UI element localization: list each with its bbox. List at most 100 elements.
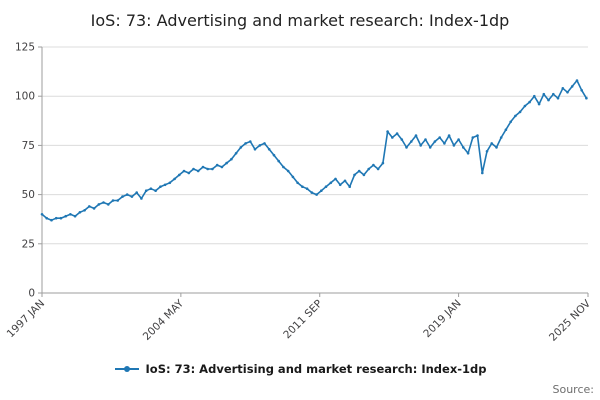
data-point [457, 138, 460, 141]
data-point [192, 167, 195, 171]
data-point [433, 140, 437, 143]
data-point [64, 214, 67, 218]
data-point [107, 203, 110, 206]
data-point [144, 189, 148, 192]
data-point [154, 189, 157, 192]
data-point [78, 211, 82, 214]
data-point [528, 100, 531, 104]
data-point [239, 146, 243, 149]
data-point [315, 193, 318, 196]
data-point [410, 140, 413, 143]
data-point [83, 209, 86, 212]
data-point [485, 150, 489, 153]
series-line [41, 79, 588, 221]
data-point [258, 144, 262, 147]
data-point [414, 134, 418, 137]
data-point [499, 136, 503, 139]
data-point [272, 153, 276, 157]
data-point [45, 216, 48, 220]
legend-label: IoS: 73: Advertising and market research… [145, 362, 487, 376]
y-axis-tick-label: 25 [22, 238, 35, 250]
data-point [386, 130, 389, 133]
data-point [249, 140, 252, 143]
data-point [400, 138, 404, 141]
data-point [320, 189, 323, 192]
data-point [419, 144, 423, 147]
data-point [405, 146, 408, 149]
data-point [73, 214, 77, 218]
data-point [263, 142, 266, 145]
data-point [533, 94, 536, 98]
x-axis-tick-label: 2011 SEP [281, 298, 325, 342]
data-point [424, 138, 427, 141]
source-label: Source: [552, 383, 595, 396]
data-point [324, 185, 328, 188]
data-point [537, 102, 541, 106]
data-point [40, 213, 44, 216]
data-point [225, 161, 228, 165]
data-point [111, 199, 115, 202]
data-point [140, 197, 143, 200]
data-point [301, 185, 304, 188]
data-point [580, 89, 583, 92]
data-point [471, 136, 475, 139]
data-point [182, 169, 186, 173]
data-point [282, 165, 285, 169]
data-point [149, 187, 153, 190]
data-point [428, 146, 432, 149]
data-point [59, 216, 63, 220]
data-point [329, 181, 333, 185]
data-point [244, 142, 247, 145]
data-point [447, 134, 451, 137]
data-point [130, 195, 134, 198]
data-point [509, 120, 512, 124]
data-point [334, 177, 337, 181]
data-point [353, 173, 356, 177]
data-point [504, 128, 508, 131]
data-point [305, 187, 309, 190]
data-point [476, 134, 479, 137]
data-point [367, 167, 371, 171]
data-point [362, 173, 366, 177]
data-point [338, 183, 342, 187]
data-point [135, 191, 138, 194]
data-point [443, 142, 446, 145]
data-point [566, 91, 569, 94]
data-point [206, 167, 209, 171]
x-axis-tick-label: 1997 JAN [5, 298, 47, 340]
data-point [575, 79, 579, 82]
data-point [372, 163, 375, 167]
data-point [159, 185, 162, 188]
data-point [481, 171, 484, 175]
data-point [234, 152, 238, 155]
data-point [88, 205, 91, 208]
data-point [296, 181, 299, 185]
data-point [391, 136, 394, 139]
data-point [381, 161, 385, 165]
data-point [357, 169, 361, 173]
data-point [116, 199, 119, 202]
data-point [253, 148, 257, 151]
data-point [542, 92, 546, 96]
data-point [178, 173, 181, 177]
legend: IoS: 73: Advertising and market research… [0, 362, 600, 376]
data-point [585, 96, 588, 100]
data-point [552, 92, 555, 96]
data-point [69, 213, 72, 216]
data-point [376, 167, 380, 171]
chart-title: IoS: 73: Advertising and market research… [90, 11, 510, 30]
data-point [187, 171, 191, 175]
legend-marker-icon [114, 366, 139, 372]
data-point [495, 146, 498, 149]
data-point [547, 98, 550, 102]
y-axis-tick-label: 50 [22, 189, 35, 201]
data-point [518, 110, 522, 114]
data-point [291, 175, 295, 179]
data-point [168, 181, 172, 185]
data-point [215, 163, 219, 167]
data-point [343, 179, 347, 183]
y-axis-tick-label: 125 [15, 42, 35, 54]
data-point [438, 136, 442, 139]
data-point [395, 132, 399, 135]
y-axis-tick-label: 75 [22, 140, 35, 152]
